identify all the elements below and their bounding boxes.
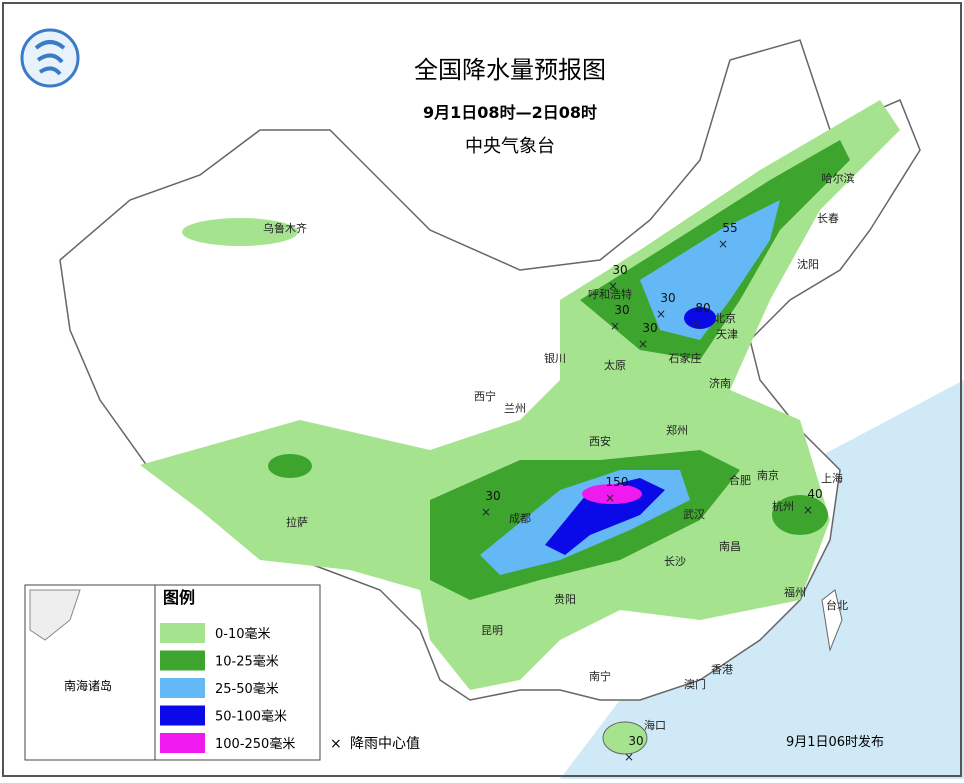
legend-title: 图例	[163, 588, 195, 607]
rain-center-value: 80	[695, 301, 710, 315]
rain-center-cross: ×	[481, 505, 491, 519]
city-label: 南京	[757, 468, 779, 482]
city-label: 长沙	[664, 555, 686, 568]
city-label: 澳门	[684, 677, 706, 691]
city-label: 西宁	[474, 389, 496, 403]
period: 9月1日08时—2日08时	[423, 103, 597, 122]
city-label: 昆明	[481, 624, 503, 637]
city-label: 北京	[714, 311, 736, 325]
rain-area	[640, 200, 780, 340]
city-label: 成都	[509, 512, 531, 525]
rain-area	[182, 218, 298, 246]
rain-center-cross: ×	[610, 319, 620, 333]
rain-center-value: 30	[485, 489, 500, 503]
hainan	[602, 721, 648, 755]
rain-areas	[140, 100, 900, 690]
rain-area	[268, 454, 312, 478]
rain-center-value: 55	[722, 221, 737, 235]
city-label: 哈尔滨	[822, 171, 855, 185]
legend-swatch	[160, 623, 205, 643]
rain-center-value: 30	[628, 734, 643, 748]
logo-mark	[34, 40, 66, 76]
rain-area	[582, 484, 642, 504]
legend-label: 10-25毫米	[215, 654, 279, 670]
rain-center-cross: ×	[638, 337, 648, 351]
city-label: 福州	[784, 585, 806, 599]
rain-area	[772, 495, 828, 535]
city-label: 太原	[604, 359, 626, 372]
issuer: 中央气象台	[465, 136, 555, 157]
city-label: 济南	[709, 376, 731, 390]
rain-center-value: 150	[606, 475, 629, 489]
rain-center-cross: ×	[656, 307, 666, 321]
rain-center-cross: ×	[608, 279, 618, 293]
city-label: 沈阳	[797, 257, 819, 271]
city-label: 贵阳	[554, 593, 576, 606]
city-label: 天津	[716, 328, 738, 341]
city-label: 台北	[826, 598, 848, 612]
legend-label: 25-50毫米	[215, 681, 279, 697]
rain-center-value: 30	[642, 321, 657, 335]
inset-land	[29, 589, 81, 641]
legend-swatch	[160, 705, 205, 726]
title: 全国降水量预报图	[414, 56, 606, 84]
logo	[20, 28, 80, 88]
city-label: 上海	[821, 471, 843, 485]
issue-time: 9月1日06时发布	[786, 734, 884, 750]
legend-swatch	[160, 678, 205, 698]
rain-center-cross: ×	[803, 503, 813, 517]
legend-swatch	[160, 733, 205, 753]
legend-label: 100-250毫米	[215, 736, 295, 752]
city-label: 西安	[589, 434, 611, 448]
taiwan	[821, 589, 843, 652]
legend-marker-label: 降雨中心值	[350, 736, 420, 752]
rain-center-cross: ×	[691, 317, 701, 331]
city-label: 呼和浩特	[588, 287, 632, 301]
legend-swatch	[160, 650, 205, 671]
city-label: 香港	[711, 663, 733, 676]
city-label: 兰州	[504, 402, 526, 415]
rain-center-cross: ×	[605, 491, 615, 505]
city-label: 银川	[544, 351, 566, 365]
logo-circle	[20, 28, 80, 88]
legend-label: 50-100毫米	[215, 709, 287, 725]
legend-label: 0-10毫米	[215, 626, 271, 642]
rain-center-value: 30	[660, 291, 675, 305]
city-label: 海口	[644, 718, 666, 732]
rain-center-cross: ×	[718, 237, 728, 251]
city-label: 杭州	[772, 499, 794, 513]
rain-area	[684, 307, 716, 329]
inset-label: 南海诸岛	[64, 678, 112, 693]
rain-center-value: 30	[612, 263, 627, 277]
city-label: 郑州	[666, 423, 688, 437]
city-label: 南昌	[719, 540, 741, 553]
rain-center-value: 40	[807, 487, 822, 501]
city-label: 拉萨	[286, 515, 308, 529]
city-label: 合肥	[729, 473, 751, 487]
legend-marker: ×	[330, 736, 342, 752]
city-label: 乌鲁木齐	[263, 221, 307, 235]
rain-center-cross: ×	[624, 750, 634, 764]
city-label: 长春	[817, 212, 839, 225]
city-label: 南宁	[589, 669, 611, 683]
city-label: 石家庄	[669, 351, 702, 365]
legend-frame	[154, 584, 321, 761]
city-label: 武汉	[683, 508, 705, 521]
rain-center-value: 30	[614, 303, 629, 317]
inset: 南海诸岛	[24, 584, 156, 761]
